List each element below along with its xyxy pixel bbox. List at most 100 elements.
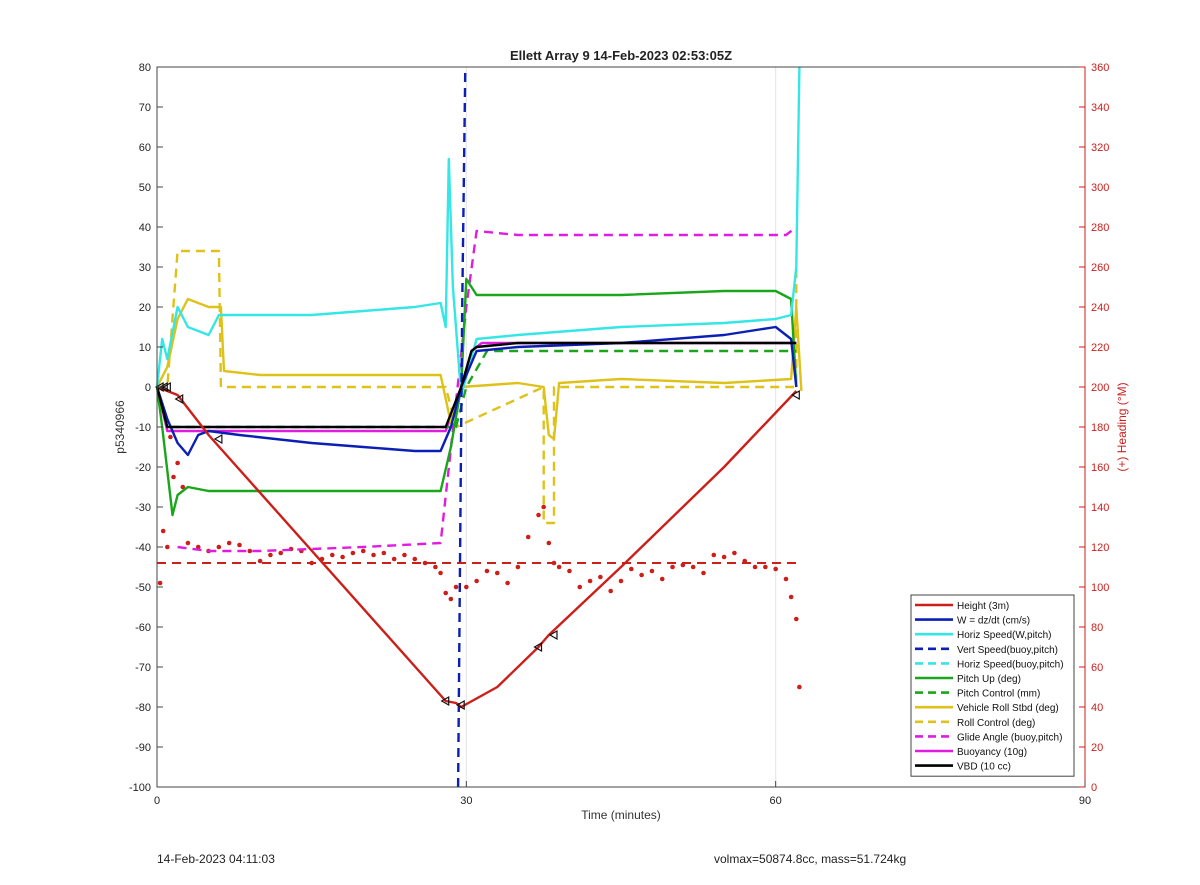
dive-marker: [791, 389, 800, 401]
heading-point: [350, 550, 356, 556]
heading-point: [422, 560, 428, 566]
series-line: [155, 341, 797, 429]
y-tick-label: 60: [139, 142, 151, 154]
heading-point: [381, 550, 387, 556]
legend-label: Roll Control (deg): [957, 718, 1035, 729]
heading-point: [732, 550, 737, 556]
y2-tick-label: 280: [1091, 222, 1109, 234]
y2-tick-label: 340: [1091, 102, 1109, 114]
y2-tick-label: 40: [1091, 702, 1103, 714]
heading-point: [793, 616, 799, 622]
heading-point: [536, 512, 541, 518]
heading-point: [247, 548, 253, 554]
y-tick-label: 10: [139, 342, 151, 354]
heading-point: [721, 554, 727, 560]
y2-tick-label: 100: [1091, 582, 1109, 594]
legend-label: Horiz Speed(buoy,pitch): [957, 659, 1064, 670]
y2-tick-label: 360: [1091, 62, 1109, 74]
heading-point: [494, 570, 500, 576]
heading-point: [226, 540, 232, 546]
heading-point: [216, 544, 222, 550]
heading-point: [412, 556, 418, 562]
legend-label: Pitch Up (deg): [957, 674, 1021, 685]
dive-marker: [440, 695, 450, 707]
heading-point: [453, 584, 459, 590]
series-line: [155, 66, 801, 397]
heading-point: [680, 562, 686, 568]
y2-tick-label: 20: [1091, 742, 1103, 754]
legend-box: [910, 594, 1075, 777]
footer-vehicle-info: volmax=50874.8cc, mass=51.724kg: [714, 852, 907, 866]
heading-point: [257, 558, 263, 564]
heading-point: [171, 474, 176, 480]
chart-title: Ellett Array 9 14-Feb-2023 02:53:05Z: [510, 48, 732, 63]
grid: [465, 67, 777, 787]
y-tick-label: -60: [135, 622, 151, 634]
heading-point: [783, 576, 789, 582]
y2-tick-label: 240: [1091, 302, 1109, 314]
y-tick-label: 20: [139, 302, 151, 314]
y-tick-label: 0: [145, 382, 151, 394]
heading-point: [168, 434, 173, 440]
dive-marker: [159, 381, 168, 393]
heading-point: [525, 534, 531, 540]
series-line: [155, 349, 797, 429]
heading-point: [598, 574, 603, 580]
heading-point: [309, 560, 314, 566]
heading-point: [443, 590, 449, 596]
y-tick-label: -70: [135, 662, 151, 674]
x-tick-label: 60: [770, 795, 782, 807]
heading-point: [180, 484, 186, 490]
y-tick-label: 30: [139, 262, 151, 274]
x-axis-label: Time (minutes): [581, 808, 661, 822]
legend-label: Pitch Control (mm): [957, 689, 1040, 700]
legend-label: Vert Speed(buoy,pitch): [957, 645, 1058, 656]
heading-point: [391, 556, 397, 562]
heading-point: [484, 568, 490, 574]
heading-point: [546, 540, 552, 546]
y2-tick-label: 140: [1091, 502, 1109, 514]
series-group: [154, 66, 803, 788]
dive-marker: [548, 629, 558, 641]
y-axis-label: p5340966: [113, 400, 127, 454]
heading-point: [160, 528, 166, 534]
y2-axis-label: (+) Heading (°M): [1115, 382, 1129, 471]
y-tick-label: 50: [139, 182, 151, 194]
legend-label: Height (3m): [957, 601, 1009, 612]
heading-point: [195, 544, 201, 550]
y2-tick-label: 220: [1091, 342, 1109, 354]
y-tick-label: 80: [139, 62, 151, 74]
footer-timestamp: 14-Feb-2023 04:11:03: [157, 852, 275, 866]
dive-marker: [174, 393, 184, 405]
heading-point: [185, 540, 191, 546]
heading-point: [505, 580, 510, 586]
legend: Height (3m) W = dz/dt (cm/s) Horiz Speed(W…: [910, 594, 1075, 777]
heading-point: [577, 584, 583, 590]
heading-point: [175, 460, 180, 466]
x-tick-label: 90: [1079, 795, 1091, 807]
heading-point: [797, 684, 802, 690]
y-tick-label: -50: [135, 582, 151, 594]
series-line: [155, 277, 798, 517]
heading-point: [360, 548, 366, 554]
heading-point: [515, 564, 521, 570]
heading-point: [268, 552, 273, 558]
heading-point: [701, 570, 706, 576]
heading-point: [157, 580, 163, 586]
y-tick-label: -20: [135, 462, 151, 474]
axes: -100-90-80-70-60-50-40-30-20-10010203040…: [129, 62, 1109, 807]
heading-point: [649, 568, 655, 574]
y-tick-label: 70: [139, 102, 151, 114]
y2-tick-label: 180: [1091, 422, 1109, 434]
y-tick-label: -40: [135, 542, 151, 554]
legend-label: Vehicle Roll Stbd (deg): [957, 703, 1059, 714]
y-tick-label: -80: [135, 702, 151, 714]
y2-tick-label: 0: [1091, 782, 1097, 794]
heading-point: [659, 576, 665, 582]
heading-point: [438, 570, 443, 576]
heading-point: [618, 578, 624, 584]
y2-tick-label: 200: [1091, 382, 1109, 394]
heading-point: [474, 578, 479, 584]
heading-point: [752, 564, 758, 570]
legend-label: Horiz Speed(W,pitch): [957, 630, 1051, 641]
